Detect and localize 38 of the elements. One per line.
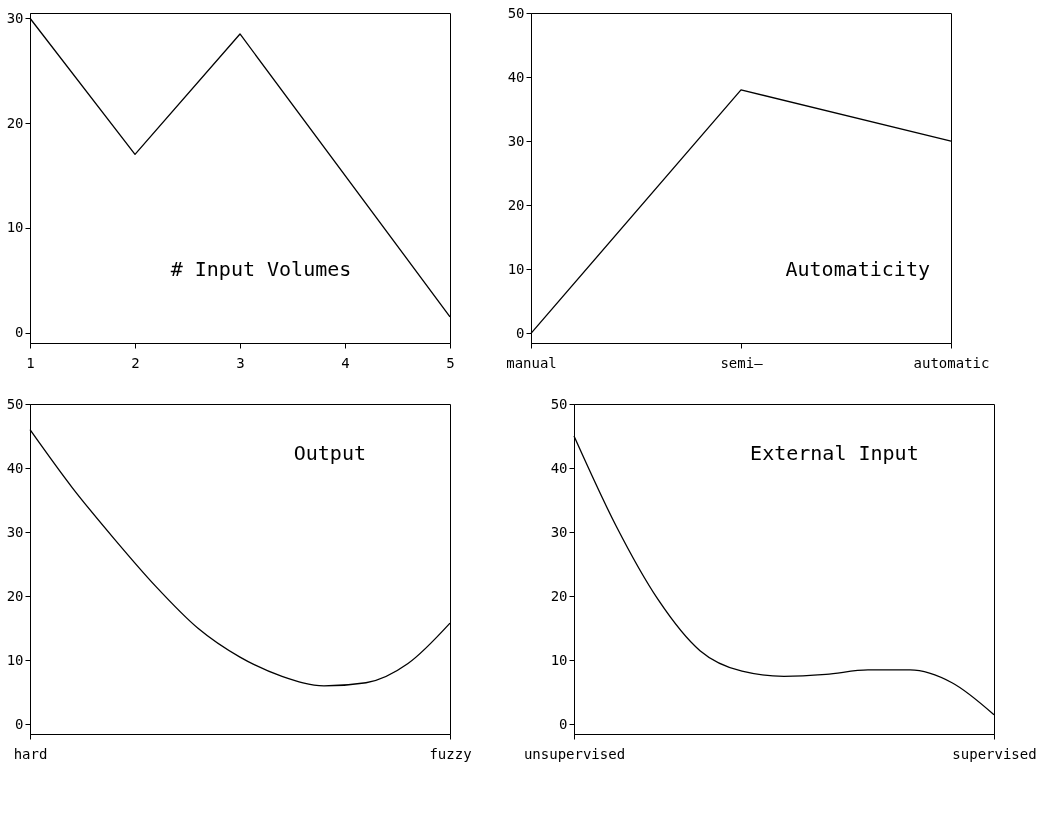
y-tick-label: 20 — [6, 114, 24, 131]
x-tick-label: 4 — [341, 354, 350, 371]
x-tick-label: 5 — [446, 354, 455, 371]
y-tick-label: 20 — [6, 587, 24, 604]
y-tick-label: 40 — [550, 459, 568, 476]
text: External Input — [750, 440, 919, 465]
y-tick-label: 10 — [507, 260, 525, 277]
x-tick-label: semi— — [720, 354, 764, 371]
y-tick-label: 0 — [15, 715, 24, 732]
x-tick-label: 3 — [236, 354, 245, 371]
y-tick-label: 30 — [6, 523, 24, 540]
y-tick-label: 50 — [6, 395, 24, 412]
y-tick-label: 30 — [550, 523, 568, 540]
text: # Input Volumes — [170, 257, 352, 282]
x-tick-label: 1 — [26, 354, 35, 371]
y-tick-label: 30 — [507, 132, 525, 149]
x-tick-label: hard — [13, 745, 48, 762]
text: Output — [293, 440, 366, 465]
x-tick-label: fuzzy — [429, 745, 472, 762]
y-tick-label: 10 — [6, 219, 24, 236]
y-tick-label: 40 — [507, 68, 525, 85]
y-tick-label: 50 — [550, 395, 568, 412]
x-tick-label: automatic — [913, 354, 990, 371]
y-tick-label: 0 — [15, 324, 24, 341]
y-tick-label: 40 — [6, 459, 24, 476]
y-tick-label: 10 — [6, 651, 24, 668]
text: Automaticity — [785, 257, 930, 282]
x-tick-label: manual — [506, 354, 557, 371]
y-tick-label: 10 — [550, 651, 568, 668]
x-tick-label: supervised — [952, 745, 1037, 762]
x-tick-label: 2 — [131, 354, 140, 371]
y-tick-label: 0 — [516, 324, 525, 341]
y-tick-label: 50 — [507, 4, 525, 21]
y-tick-label: 20 — [507, 196, 525, 213]
y-tick-label: 0 — [559, 715, 568, 732]
x-tick-label: unsupervised — [523, 745, 626, 762]
y-tick-label: 20 — [550, 587, 568, 604]
y-tick-label: 30 — [6, 9, 24, 26]
